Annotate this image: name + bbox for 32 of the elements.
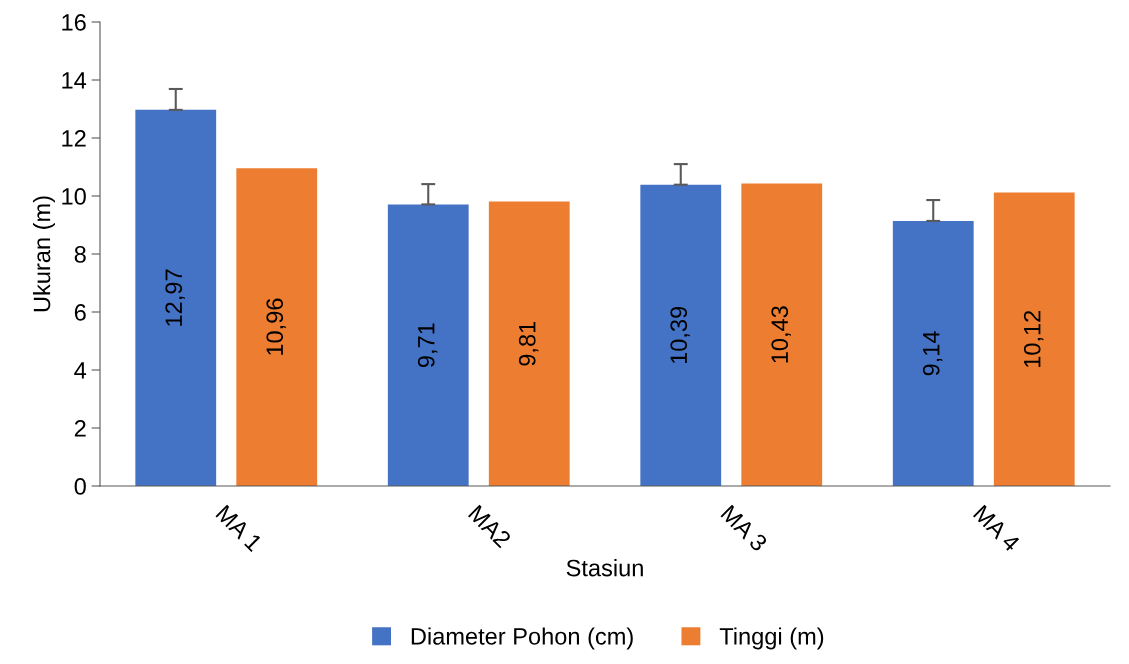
y-axis-title: Ukuran (m) — [32, 196, 55, 312]
x-tick-label: MA 1 — [215, 504, 263, 552]
bar — [135, 109, 217, 486]
y-tick-label: 4 — [74, 362, 87, 379]
data-label: 10,12 — [1023, 310, 1044, 367]
bar — [488, 201, 570, 486]
data-label: 9,71 — [417, 323, 438, 368]
legend-label: Tinggi (m) — [719, 627, 824, 650]
x-tick-label: MA 4 — [973, 504, 1021, 553]
x-tick-label: MA 3 — [720, 504, 769, 553]
y-tick-label: 10 — [62, 188, 86, 205]
bar — [640, 184, 722, 486]
bar — [236, 168, 318, 486]
data-label: 9,14 — [922, 331, 943, 376]
legend-label: Diameter Pohon (cm) — [411, 627, 633, 650]
y-tick-label: 16 — [62, 14, 86, 31]
y-tick-label: 8 — [74, 246, 86, 263]
y-tick-label: 0 — [74, 478, 86, 495]
y-tick-label: 12 — [62, 130, 86, 147]
x-axis-title: Stasiun — [566, 559, 643, 577]
data-label: 10,39 — [670, 306, 690, 364]
bar — [892, 220, 974, 486]
data-label: 10,96 — [266, 298, 286, 355]
data-label: 9,81 — [518, 321, 539, 366]
data-label: 10,43 — [771, 306, 791, 363]
y-tick-label: 14 — [62, 72, 87, 89]
y-tick-label: 2 — [74, 420, 86, 437]
bar — [993, 192, 1075, 486]
bar — [387, 204, 469, 486]
y-tick-label: 6 — [74, 304, 86, 321]
data-label: 12,97 — [165, 269, 185, 326]
bar — [741, 183, 823, 486]
